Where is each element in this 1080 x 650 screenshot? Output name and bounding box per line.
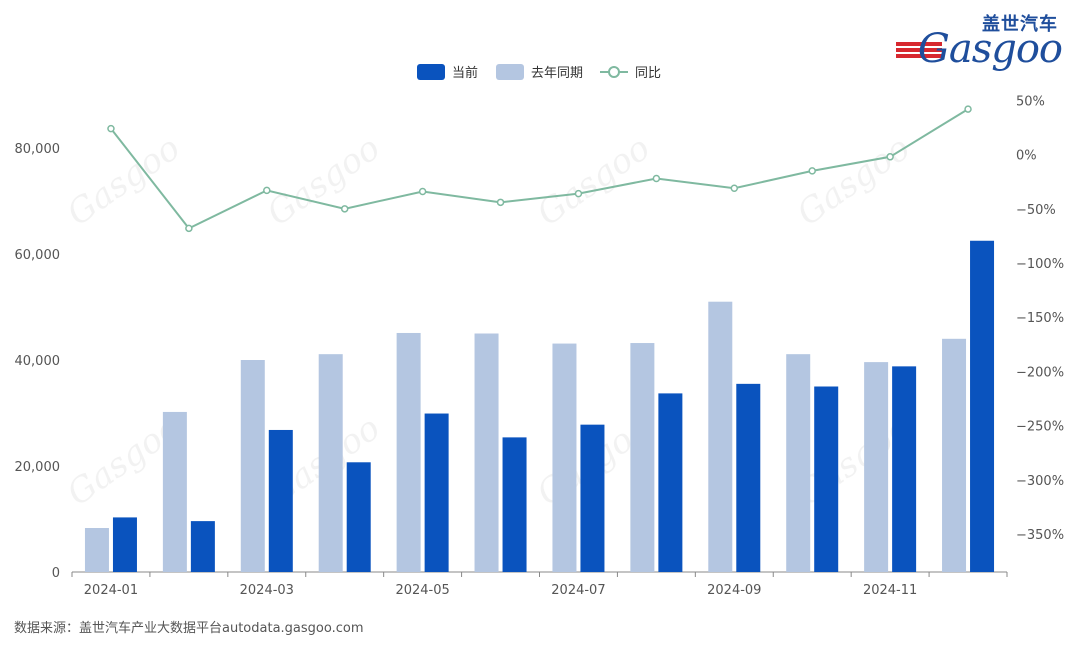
- bar-previous-2024-11: [864, 362, 889, 572]
- yoy-line-series: [107, 105, 972, 233]
- yoy-point-2024-06: [496, 198, 505, 207]
- yoy-point-2024-01: [107, 124, 115, 133]
- bar-current-2024-09: [736, 383, 761, 572]
- legend-label-previous: 去年同期: [531, 66, 583, 81]
- bar-previous-2024-12: [942, 338, 967, 572]
- legend-label-current: 当前: [452, 65, 478, 81]
- bar-previous-2024-03: [240, 360, 265, 572]
- yoy-point-2024-09: [730, 184, 739, 192]
- y-right-tick-label: −200%: [1016, 365, 1064, 380]
- bars: [84, 240, 995, 572]
- yoy-point-2024-07: [574, 189, 583, 198]
- y-right-tick-label: −300%: [1016, 474, 1064, 489]
- x-tick-label: 2024-07: [551, 583, 605, 598]
- bar-current-2024-02: [190, 521, 215, 572]
- y-right-tick-label: 50%: [1016, 94, 1045, 109]
- bar-current-2024-12: [970, 240, 995, 572]
- y-left-tick-label: 20,000: [15, 460, 61, 475]
- y-right-tick-label: −50%: [1016, 203, 1056, 218]
- y-right-tick-label: −350%: [1016, 528, 1064, 543]
- legend-swatch-previous: [496, 64, 524, 80]
- yoy-point-2024-12: [964, 105, 972, 113]
- bar-current-2024-11: [892, 366, 917, 572]
- bar-current-2024-06: [502, 437, 527, 572]
- yoy-line: [110, 108, 969, 230]
- source-note: 数据来源：盖世汽车产业大数据平台autodata.gasgoo.com: [14, 621, 364, 636]
- bar-previous-2024-02: [162, 411, 187, 572]
- x-tick-label: 2024-09: [707, 583, 761, 598]
- brand-en-text: Gasgoo: [917, 26, 1063, 72]
- bar-previous-2024-10: [786, 354, 811, 572]
- legend-swatch-yoy-marker: [608, 66, 620, 78]
- brand-stripes: [896, 42, 942, 60]
- bar-current-2024-01: [112, 517, 137, 572]
- x-tick-label: 2024-11: [863, 583, 917, 598]
- legend-swatch-current: [417, 64, 445, 80]
- x-tick-label: 2024-01: [84, 583, 138, 598]
- bar-previous-2024-09: [708, 301, 733, 572]
- watermark-1: Gasgoo: [260, 128, 387, 234]
- y-left-tick-label: 80,000: [15, 142, 61, 157]
- y-left-tick-label: 40,000: [15, 354, 61, 369]
- bar-previous-2024-01: [84, 528, 109, 572]
- yoy-point-2024-10: [808, 167, 816, 175]
- legend-label-yoy: 同比: [635, 66, 661, 81]
- legend: 当前 去年同期 同比: [417, 64, 661, 81]
- bar-previous-2024-08: [630, 343, 655, 572]
- y-right-tick-label: −250%: [1016, 420, 1064, 435]
- bar-previous-2024-07: [552, 343, 577, 572]
- y-right-tick-label: −100%: [1016, 257, 1064, 272]
- bar-previous-2024-04: [318, 354, 343, 572]
- bar-current-2024-03: [268, 429, 293, 572]
- axes: 2024-01 2024-03 2024-05 2024-07 2024-09 2024-…: [15, 94, 1065, 598]
- yoy-point-2024-11: [886, 153, 894, 161]
- brand-cn-text: 盖世汽车: [982, 14, 1058, 35]
- yoy-point-2024-03: [263, 186, 271, 195]
- bar-previous-2024-06: [474, 333, 499, 572]
- bar-current-2024-08: [658, 393, 683, 572]
- yoy-point-2024-02: [185, 224, 193, 233]
- bar-previous-2024-05: [396, 332, 421, 572]
- brand-logo: 盖世汽车 Gasgoo: [896, 6, 1066, 72]
- watermark-3: Gasgoo: [790, 128, 917, 234]
- bar-current-2024-07: [580, 424, 605, 572]
- yoy-point-2024-08: [652, 174, 661, 183]
- y-left-tick-label: 60,000: [15, 248, 61, 263]
- bar-current-2024-04: [346, 462, 371, 572]
- y-right-tick-label: 0%: [1016, 149, 1037, 164]
- x-tick-label: 2024-05: [395, 583, 449, 598]
- bar-current-2024-05: [424, 413, 449, 572]
- x-tick-label: 2024-03: [240, 583, 294, 598]
- y-left-tick-label: 0: [52, 566, 60, 581]
- yoy-point-2024-04: [340, 205, 349, 213]
- y-right-tick-label: −150%: [1016, 311, 1064, 326]
- yoy-point-2024-05: [418, 187, 427, 196]
- bar-current-2024-10: [814, 386, 839, 572]
